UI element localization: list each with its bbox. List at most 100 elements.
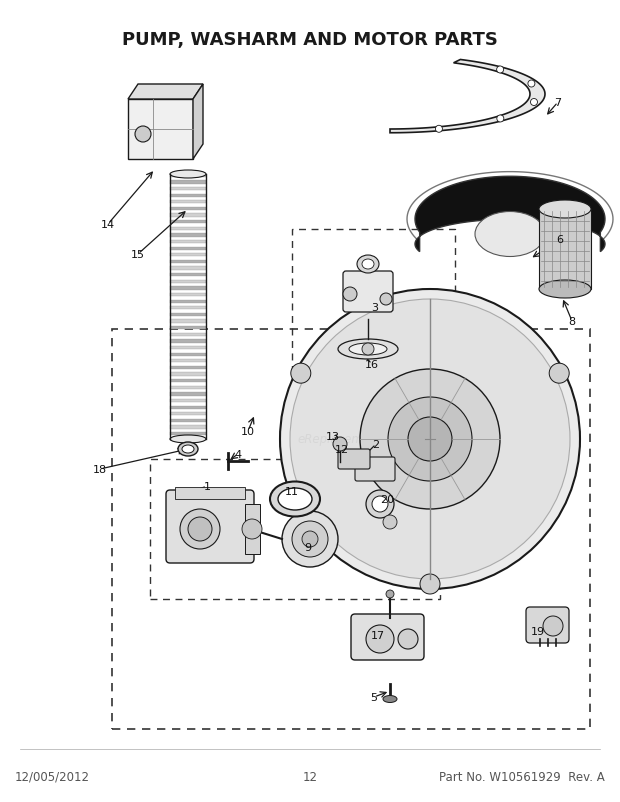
Bar xyxy=(170,267,206,270)
Text: 8: 8 xyxy=(569,317,575,326)
Bar xyxy=(170,373,206,376)
Ellipse shape xyxy=(278,488,312,510)
Ellipse shape xyxy=(182,445,194,453)
Bar xyxy=(170,320,206,323)
Ellipse shape xyxy=(383,695,397,703)
Text: 10: 10 xyxy=(241,427,255,436)
Bar xyxy=(170,387,206,390)
Bar xyxy=(170,399,206,403)
Polygon shape xyxy=(128,100,193,160)
Bar xyxy=(170,432,206,435)
Bar xyxy=(170,188,206,191)
Bar xyxy=(170,406,206,409)
Ellipse shape xyxy=(349,343,387,355)
Ellipse shape xyxy=(270,482,320,516)
Bar xyxy=(170,367,206,370)
Bar xyxy=(170,326,206,330)
Ellipse shape xyxy=(338,339,398,359)
Circle shape xyxy=(386,590,394,598)
Circle shape xyxy=(280,290,580,589)
Bar xyxy=(170,201,206,205)
Text: 4: 4 xyxy=(234,449,242,460)
Text: Part No. W10561929  Rev. A: Part No. W10561929 Rev. A xyxy=(439,770,605,783)
Text: 17: 17 xyxy=(371,630,385,640)
Circle shape xyxy=(360,370,500,509)
Bar xyxy=(170,221,206,224)
Text: 13: 13 xyxy=(326,431,340,441)
Circle shape xyxy=(380,294,392,306)
Bar xyxy=(170,181,206,184)
Text: eReplacementParts.com: eReplacementParts.com xyxy=(298,433,442,446)
Text: 9: 9 xyxy=(304,542,312,553)
Text: 19: 19 xyxy=(531,626,545,636)
Text: 3: 3 xyxy=(371,302,378,313)
Circle shape xyxy=(372,496,388,512)
Ellipse shape xyxy=(170,171,206,179)
Circle shape xyxy=(420,574,440,594)
Bar xyxy=(170,426,206,429)
Bar xyxy=(170,419,206,423)
Circle shape xyxy=(531,99,538,107)
Polygon shape xyxy=(193,85,203,160)
Bar xyxy=(170,393,206,396)
Text: 6: 6 xyxy=(557,235,564,245)
Ellipse shape xyxy=(178,443,198,456)
FancyBboxPatch shape xyxy=(355,457,395,481)
Bar xyxy=(170,247,206,250)
Circle shape xyxy=(497,115,504,123)
FancyBboxPatch shape xyxy=(338,449,370,469)
Circle shape xyxy=(435,126,443,133)
Text: 1: 1 xyxy=(203,481,211,492)
Bar xyxy=(170,208,206,211)
Bar xyxy=(112,330,590,729)
Bar xyxy=(150,460,440,599)
Circle shape xyxy=(242,520,262,539)
Bar xyxy=(170,281,206,284)
Bar xyxy=(170,379,206,383)
Bar xyxy=(170,346,206,350)
Ellipse shape xyxy=(539,200,591,219)
Circle shape xyxy=(497,67,503,74)
Text: 12/005/2012: 12/005/2012 xyxy=(15,770,90,783)
Bar xyxy=(170,413,206,416)
Circle shape xyxy=(188,517,212,541)
Ellipse shape xyxy=(357,256,379,273)
Circle shape xyxy=(549,364,569,383)
Circle shape xyxy=(135,127,151,143)
Circle shape xyxy=(366,626,394,653)
Polygon shape xyxy=(390,60,545,134)
Bar xyxy=(170,287,206,290)
Bar xyxy=(170,241,206,244)
Bar xyxy=(170,194,206,197)
Bar xyxy=(170,214,206,217)
Polygon shape xyxy=(415,177,605,253)
Text: 2: 2 xyxy=(373,439,379,449)
Bar xyxy=(170,294,206,297)
Bar xyxy=(245,504,260,554)
Bar xyxy=(539,210,591,290)
Circle shape xyxy=(398,630,418,649)
Bar xyxy=(170,261,206,264)
Text: 12: 12 xyxy=(303,770,317,783)
Circle shape xyxy=(343,288,357,302)
Text: 11: 11 xyxy=(285,486,299,496)
Text: 14: 14 xyxy=(101,220,115,229)
Bar xyxy=(175,488,245,500)
Circle shape xyxy=(282,512,338,567)
Circle shape xyxy=(290,300,570,579)
Ellipse shape xyxy=(539,281,591,298)
Bar xyxy=(170,254,206,257)
Circle shape xyxy=(302,532,318,547)
Circle shape xyxy=(292,521,328,557)
Text: PUMP, WASHARM AND MOTOR PARTS: PUMP, WASHARM AND MOTOR PARTS xyxy=(122,31,498,49)
Text: 15: 15 xyxy=(131,249,145,260)
Bar xyxy=(170,340,206,343)
Bar xyxy=(170,228,206,231)
FancyBboxPatch shape xyxy=(526,607,569,643)
Bar xyxy=(170,273,206,277)
Ellipse shape xyxy=(170,435,206,444)
Circle shape xyxy=(180,509,220,549)
Bar xyxy=(170,300,206,303)
Text: 16: 16 xyxy=(365,359,379,370)
Text: 18: 18 xyxy=(93,464,107,475)
